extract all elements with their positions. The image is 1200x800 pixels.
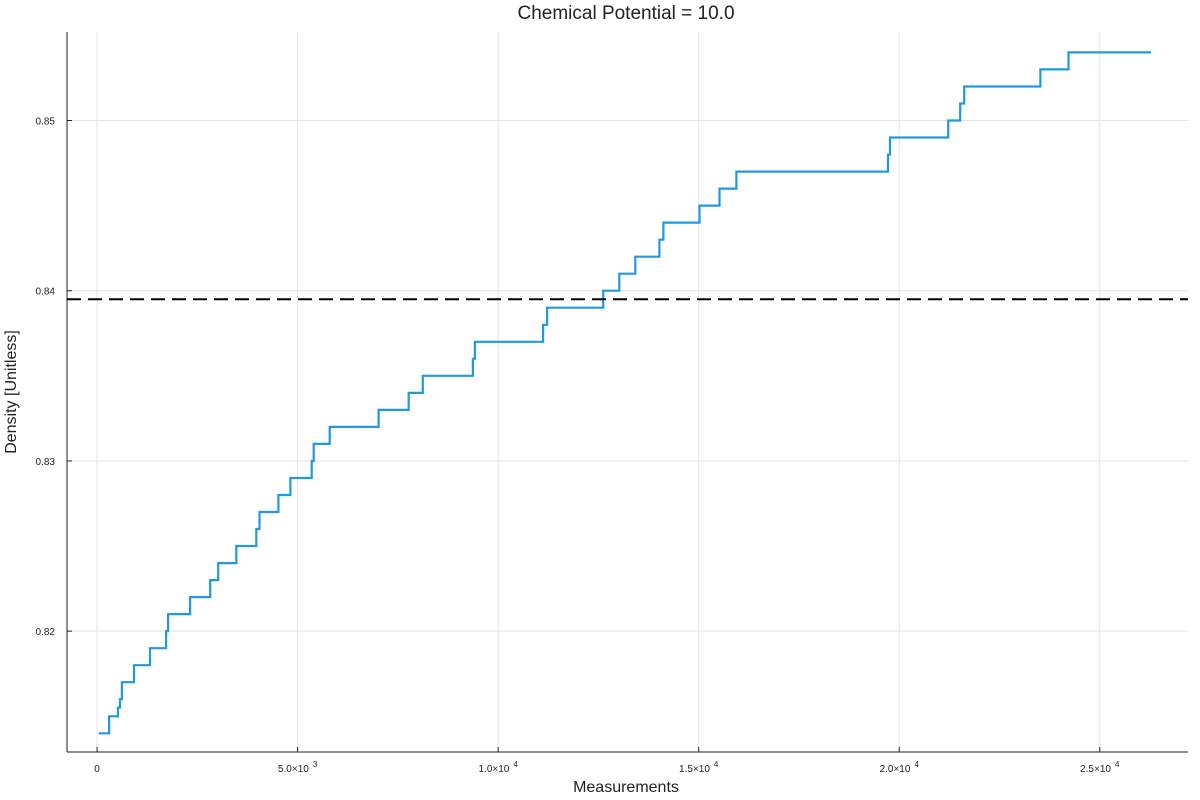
x-tick-label: 1.5×10 4: [679, 760, 719, 775]
x-tick-exponent: 4: [914, 760, 919, 769]
y-tick-label: 0.83: [36, 457, 56, 468]
y-axis-label: Density [Unitless]: [3, 330, 20, 454]
x-tick-exponent: 4: [1115, 760, 1120, 769]
x-tick-exponent: 3: [313, 760, 318, 769]
y-tick-label: 0.85: [36, 117, 56, 128]
x-tick-exponent: 4: [714, 760, 719, 769]
chart-title: Chemical Potential = 10.0: [517, 3, 734, 24]
x-tick-exponent: 4: [513, 760, 518, 769]
x-axis-label: Measurements: [573, 779, 679, 796]
grid-lines: [67, 32, 1188, 752]
density-series-line: [98, 51, 1152, 735]
tick-labels: 0 5.0×10 3 1.0×10 4 1.5×10 4 2.0×10 4 2.5×10 4 0.82…: [36, 117, 1120, 775]
x-tick-label: 2.5×10 4: [1080, 760, 1120, 775]
y-tick-label: 0.82: [36, 627, 56, 638]
x-tick-label: 2.0×10 4: [880, 760, 920, 775]
x-tick-label: 0: [94, 764, 100, 775]
x-tick-label: 1.0×10 4: [478, 760, 518, 775]
series-layer: [67, 51, 1188, 735]
x-tick-label: 5.0×10 3: [278, 760, 318, 775]
y-tick-label: 0.84: [36, 287, 56, 298]
